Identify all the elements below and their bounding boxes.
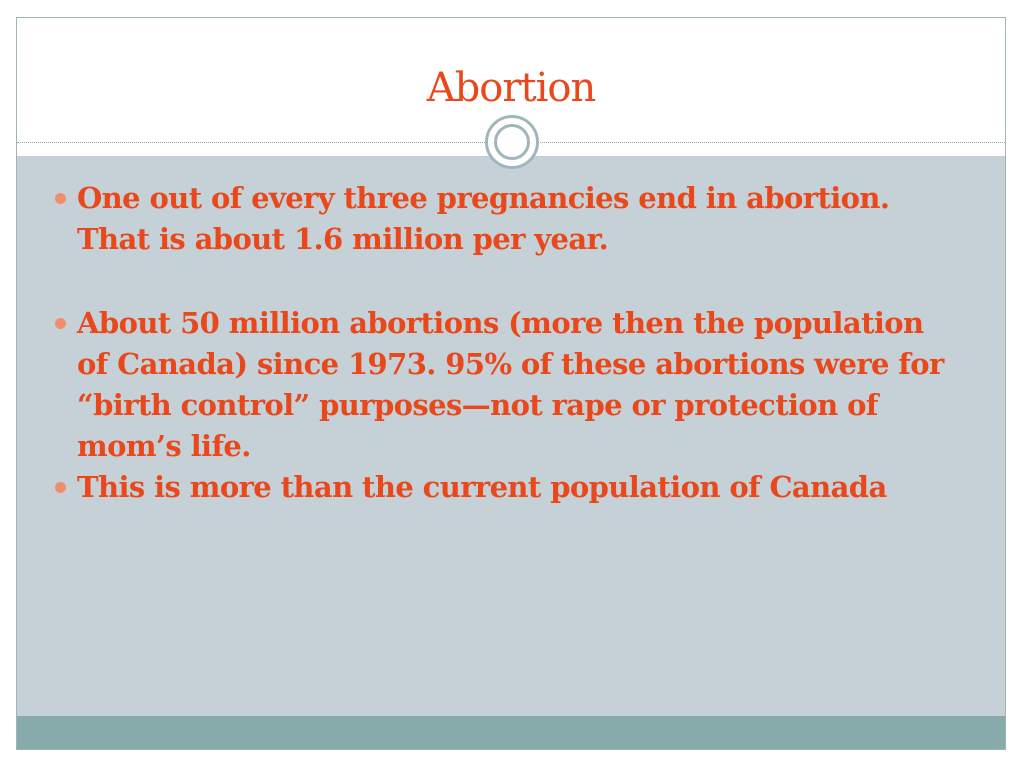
ring-icon: [485, 115, 539, 169]
slide-title: Abortion: [426, 65, 596, 111]
bullet-item: About 50 million abortions (more then th…: [55, 303, 955, 467]
bullet-list: One out of every three pregnancies end i…: [55, 178, 955, 508]
bullet-item: This is more than the current population…: [55, 467, 955, 508]
bullet-text: About 50 million abortions (more then th…: [77, 306, 944, 463]
ring-inner: [494, 124, 530, 160]
content-area: [17, 156, 1005, 716]
bullet-icon: [55, 193, 66, 204]
footer-band: [17, 716, 1005, 749]
bullet-icon: [55, 318, 66, 329]
bullet-item: One out of every three pregnancies end i…: [55, 178, 955, 260]
bullet-text: One out of every three pregnancies end i…: [77, 181, 890, 256]
bullet-text: This is more than the current population…: [77, 470, 887, 504]
slide: Abortion One out of every three pregnanc…: [16, 17, 1006, 750]
bullet-icon: [55, 482, 66, 493]
